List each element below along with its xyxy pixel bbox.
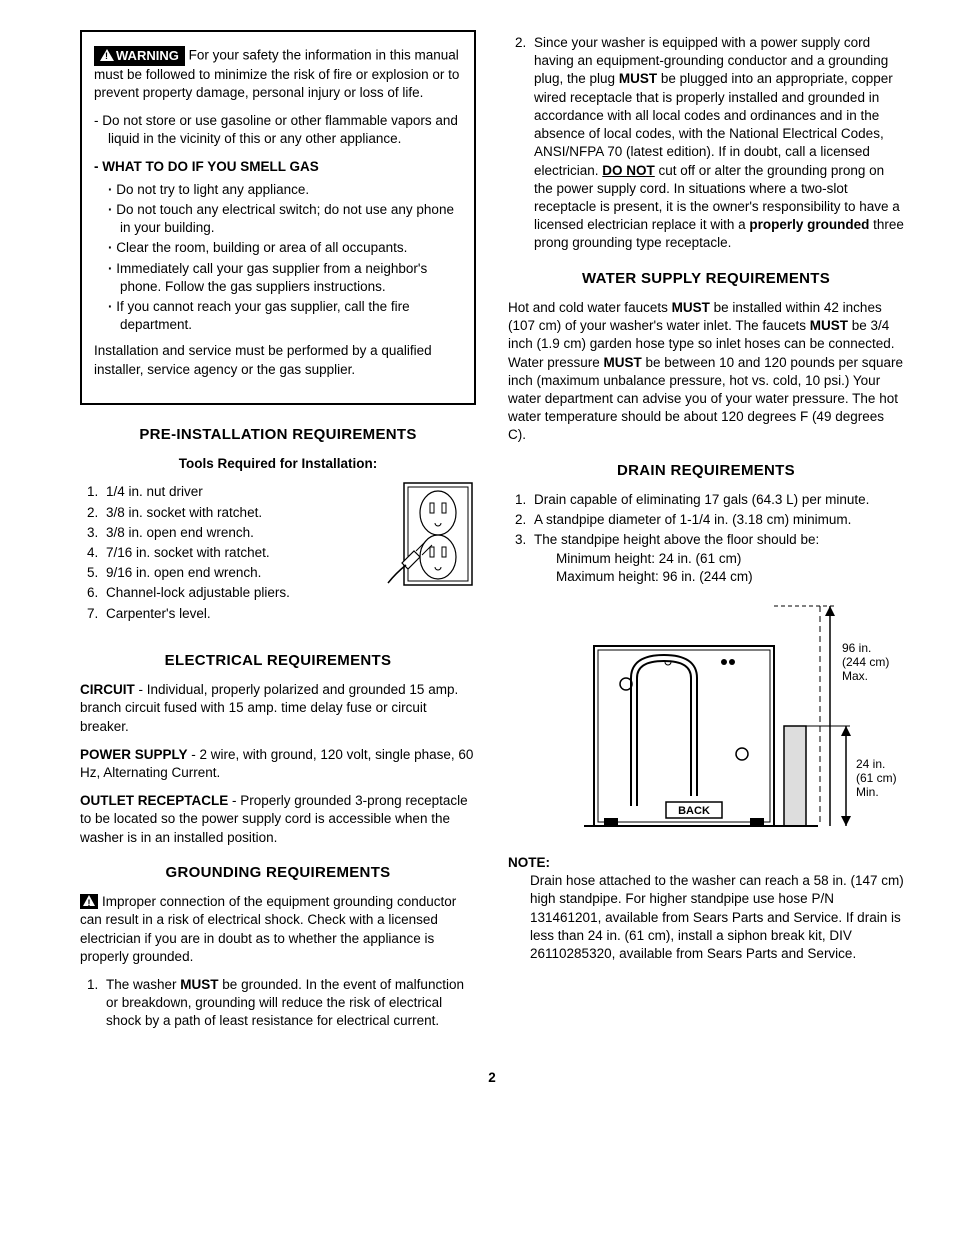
diagram-min-2: (61 cm)	[856, 771, 897, 785]
w-must1: MUST	[672, 300, 710, 315]
power-label: POWER SUPPLY	[80, 747, 188, 762]
w-a: Hot and cold water faucets	[508, 300, 672, 315]
g2-must: MUST	[619, 71, 657, 86]
w-must2: MUST	[810, 318, 848, 333]
warning-item-flammable: Do not store or use gasoline or other fl…	[108, 112, 462, 148]
g1-must: MUST	[180, 977, 218, 992]
tool-item: Carpenter's level.	[102, 605, 378, 623]
tool-item: 7/16 in. socket with ratchet.	[102, 544, 378, 562]
grounding-warning: Improper connection of the equipment gro…	[80, 893, 476, 966]
outlet-plug-icon	[386, 479, 476, 589]
drain-list: Drain capable of eliminating 17 gals (64…	[508, 491, 904, 586]
w-must3: MUST	[604, 355, 642, 370]
electrical-heading: ELECTRICAL REQUIREMENTS	[80, 651, 476, 671]
drain-diagram: BACK 96 in. (244 cm) Max. 24 in. (61 cm)…	[574, 596, 904, 846]
smell-gas-item: Immediately call your gas supplier from …	[120, 260, 462, 296]
drain-item: A standpipe diameter of 1-1/4 in. (3.18 …	[530, 511, 904, 529]
diagram-max-3: Max.	[842, 669, 868, 683]
electrical-power: POWER SUPPLY - 2 wire, with ground, 120 …	[80, 746, 476, 782]
electrical-outlet: OUTLET RECEPTACLE - Properly grounded 3-…	[80, 792, 476, 847]
outlet-label: OUTLET RECEPTACLE	[80, 793, 228, 808]
drain-note: NOTE: Drain hose attached to the washer …	[508, 854, 904, 963]
grounding-item-1: The washer MUST be grounded. In the even…	[102, 976, 476, 1031]
tool-item: Channel-lock adjustable pliers.	[102, 584, 378, 602]
page-number: 2	[80, 1069, 904, 1087]
grounding-list-right: Since your washer is equipped with a pow…	[508, 34, 904, 253]
smell-gas-item: Do not try to light any appliance.	[120, 181, 462, 199]
grounding-list-left: The washer MUST be grounded. In the even…	[80, 976, 476, 1031]
diagram-min-1: 24 in.	[856, 757, 885, 771]
grounding-heading: GROUNDING REQUIREMENTS	[80, 863, 476, 883]
warning-triangle-icon	[100, 49, 114, 61]
smell-gas-item: Clear the room, building or area of all …	[120, 239, 462, 257]
warning-intro: WARNING For your safety the information …	[94, 46, 462, 102]
drain-heading: DRAIN REQUIREMENTS	[508, 461, 904, 481]
smell-gas-list: Do not try to light any appliance. Do no…	[94, 181, 462, 335]
drain-item: Drain capable of eliminating 17 gals (64…	[530, 491, 904, 509]
tool-item: 3/8 in. socket with ratchet.	[102, 504, 378, 522]
circuit-text: - Individual, properly polarized and gro…	[80, 682, 458, 733]
diagram-max-1: 96 in.	[842, 641, 871, 655]
grounding-warning-text: Improper connection of the equipment gro…	[80, 894, 456, 964]
diagram-min-3: Min.	[856, 785, 879, 799]
tool-item: 1/4 in. nut driver	[102, 483, 378, 501]
tool-item: 3/8 in. open end wrench.	[102, 524, 378, 542]
water-paragraph: Hot and cold water faucets MUST be insta…	[508, 299, 904, 445]
warning-dash-list: Do not store or use gasoline or other fl…	[94, 112, 462, 148]
note-text: Drain hose attached to the washer can re…	[508, 872, 904, 963]
water-heading: WATER SUPPLY REQUIREMENTS	[508, 269, 904, 289]
right-column: Since your washer is equipped with a pow…	[508, 30, 904, 1041]
electrical-circuit: CIRCUIT - Individual, properly polarized…	[80, 681, 476, 736]
diagram-back-label: BACK	[678, 805, 710, 817]
tools-list: 1/4 in. nut driver 3/8 in. socket with r…	[80, 483, 378, 625]
drain-max-line: Maximum height: 96 in. (244 cm)	[556, 568, 904, 586]
smell-gas-item: If you cannot reach your gas supplier, c…	[120, 298, 462, 334]
smell-gas-heading: - WHAT TO DO IF YOU SMELL GAS	[94, 158, 462, 176]
preinstall-heading: PRE-INSTALLATION REQUIREMENTS	[80, 425, 476, 445]
circuit-label: CIRCUIT	[80, 682, 135, 697]
warning-label: WARNING	[94, 46, 185, 66]
warning-label-text: WARNING	[116, 48, 179, 63]
drain-min-line: Minimum height: 24 in. (61 cm)	[556, 550, 904, 568]
tools-subheading: Tools Required for Installation:	[80, 455, 476, 473]
drain-item-3-text: The standpipe height above the floor sho…	[534, 532, 819, 547]
tool-item: 9/16 in. open end wrench.	[102, 564, 378, 582]
warning-triangle-icon	[80, 894, 98, 909]
warning-service-text: Installation and service must be perform…	[94, 342, 462, 378]
drain-heights: Minimum height: 24 in. (61 cm) Maximum h…	[534, 550, 904, 586]
page: WARNING For your safety the information …	[80, 30, 904, 1041]
diagram-max-2: (244 cm)	[842, 655, 889, 669]
left-column: WARNING For your safety the information …	[80, 30, 476, 1041]
g2-donot: DO NOT	[602, 163, 655, 178]
g2-pg: properly grounded	[749, 217, 869, 232]
g1-pre: The washer	[106, 977, 180, 992]
note-label: NOTE:	[508, 854, 904, 872]
drain-item-3: The standpipe height above the floor sho…	[530, 531, 904, 586]
warning-box: WARNING For your safety the information …	[80, 30, 476, 405]
smell-gas-item: Do not touch any electrical switch; do n…	[120, 201, 462, 237]
grounding-item-2: Since your washer is equipped with a pow…	[530, 34, 904, 253]
tools-row: 1/4 in. nut driver 3/8 in. socket with r…	[80, 479, 476, 635]
